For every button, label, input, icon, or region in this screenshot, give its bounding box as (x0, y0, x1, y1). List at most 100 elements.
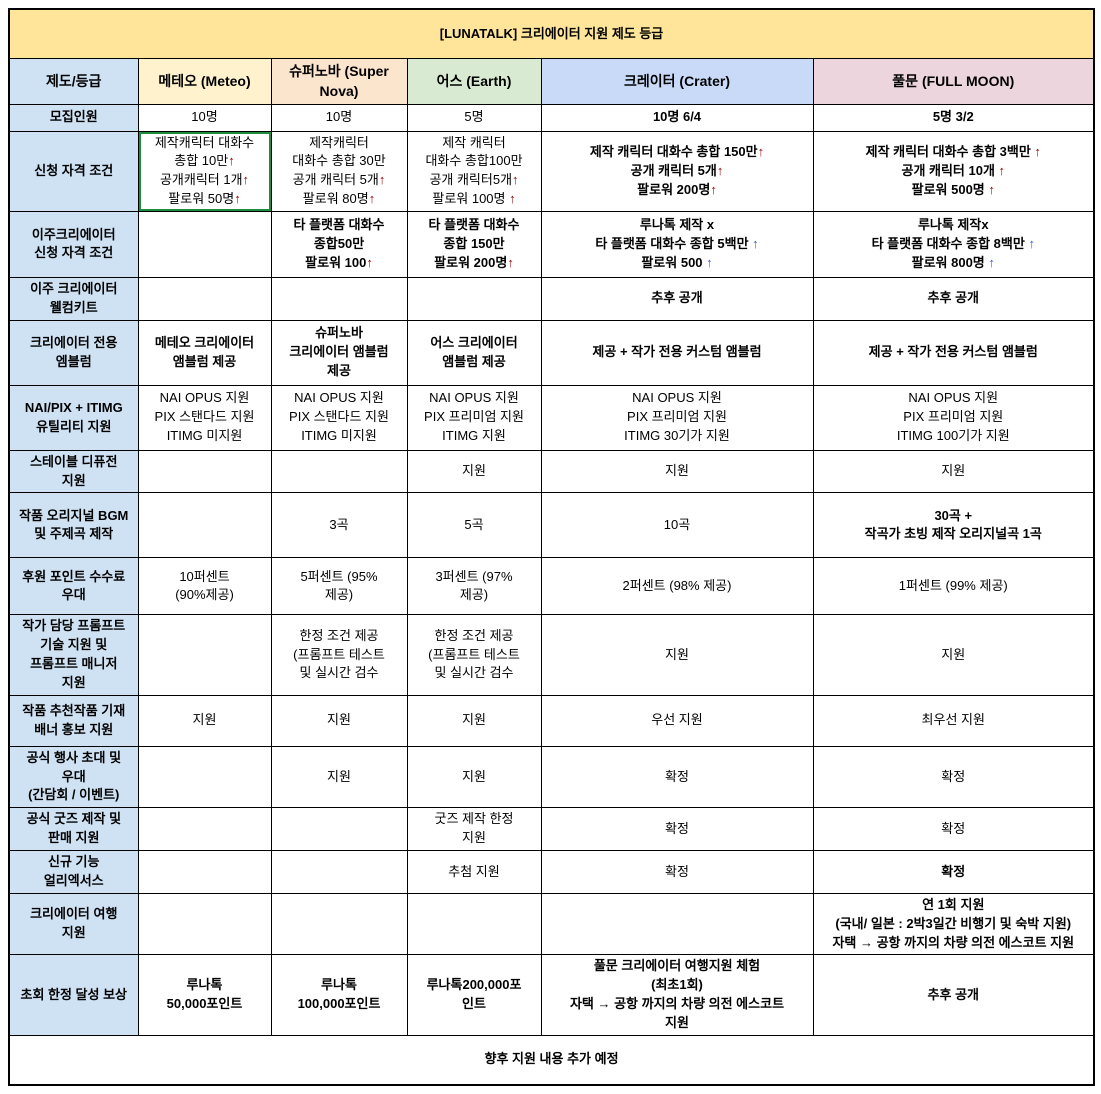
table-cell: 5명 (406, 103, 542, 132)
up-arrow-icon: ↑ (228, 153, 235, 169)
table-cell: 지원 (270, 745, 408, 809)
table-row: 스테이블 디퓨전 지원 지원 지원 지원 (8, 449, 1095, 494)
table-cell (137, 210, 272, 278)
table-cell (137, 276, 272, 321)
table-cell: 3퍼센트 (97% 제공) (406, 557, 542, 616)
table-cell (270, 807, 408, 852)
up-arrow-icon: ↑ (1028, 236, 1035, 252)
table-footer: 향후 지원 내용 추가 예정 (8, 1034, 1095, 1086)
up-arrow-icon: ↑ (710, 181, 717, 197)
body-section: 모집인원 10명 10명 5명 10명 6/4 5명 3/2 신청 자격 조건 제작캐릭터 대… (8, 103, 1095, 1036)
column-header: 슈퍼노바 (Super Nova) (270, 58, 408, 105)
table-cell: 루나톡 제작 x 타 플랫폼 대화수 종합 5백만 ↑ 팔로워 500 ↑ (540, 210, 814, 278)
up-arrow-icon: ↑ (378, 172, 386, 188)
table-cell (137, 492, 272, 559)
row-label: 작가 담당 프롬프트 기술 지원 및 프롬프트 매니저 지원 (8, 614, 139, 696)
header-section: 제도/등급 메테오 (Meteo) 슈퍼노바 (Super Nova) 어스 (Ear… (8, 58, 1095, 105)
table-cell: 추후 공개 (812, 954, 1095, 1036)
table-cell: 제작 캐릭터 대화수 총합 150만↑ 공개 캐릭터 5개↑ 팔로워 200명↑ (540, 130, 814, 212)
table-cell: NAI OPUS 지원 PIX 프리미엄 지원 ITIMG 100기가 지원 (812, 384, 1095, 451)
table-cell: 추후 공개 (540, 276, 814, 321)
table-title: [LUNATALK] 크리에이터 지원 제도 등급 (8, 8, 1095, 59)
table-row: 작품 오리지널 BGM 및 주제곡 제작 3곡 5곡 10곡 30곡 + 작곡가 초빙 … (8, 492, 1095, 559)
table-row: 공식 굿즈 제작 및 판매 지원 굿즈 제작 한정 지원 확정 확정 (8, 807, 1095, 852)
table-cell: 2퍼센트 (98% 제공) (540, 557, 814, 616)
up-arrow-icon: ↑ (757, 144, 765, 160)
column-header: 크레이터 (Crater) (540, 58, 814, 105)
row-label: 초회 한정 달성 보상 (8, 954, 139, 1036)
table-cell: 제공 + 작가 전용 커스텀 앰블럼 (812, 319, 1095, 386)
table-cell: 1퍼센트 (99% 제공) (812, 557, 1095, 616)
table-cell: 추첨 지원 (406, 850, 542, 894)
table-cell: 지원 (540, 449, 814, 494)
row-label: 모집인원 (8, 103, 139, 132)
table-cell: 한정 조건 제공 (프롬프트 테스트 및 실시간 검수 (406, 614, 542, 696)
table-cell: 슈퍼노바 크리에이터 앰블럼 제공 (270, 319, 408, 386)
table-cell: 확정 (812, 745, 1095, 809)
up-arrow-icon: ↑ (988, 181, 995, 197)
table-cell: 확정 (540, 850, 814, 894)
table-cell: 풀문 크리에이터 여행지원 체험 (최초1회) 자택 → 공항 까지의 차량 의… (540, 954, 814, 1036)
table-cell: 한정 조건 제공 (프롬프트 테스트 및 실시간 검수 (270, 614, 408, 696)
table-cell: 5퍼센트 (95% 제공) (270, 557, 408, 616)
table-cell: 제작 캐릭터 대화수 총합 3백만 ↑ 공개 캐릭터 10개 ↑ 팔로워 500… (812, 130, 1095, 212)
table-row: 초회 한정 달성 보상 루나톡 50,000포인트 루나톡 100,000포인트 루나… (8, 954, 1095, 1036)
up-arrow-icon: ↑ (998, 162, 1006, 178)
table-cell: 지원 (540, 614, 814, 696)
table-cell: 5명 3/2 (812, 103, 1095, 132)
table-cell (270, 850, 408, 894)
table-cell: 10곡 (540, 492, 814, 559)
table-cell: 5곡 (406, 492, 542, 559)
table-row: 신청 자격 조건 제작캐릭터 대화수 총합 10만↑ 공개캐릭터 1개↑ 팔로워 … (8, 130, 1095, 212)
table-cell: 10명 (137, 103, 272, 132)
table-cell: 지원 (406, 745, 542, 809)
row-label: 신청 자격 조건 (8, 130, 139, 212)
table-cell (406, 276, 542, 321)
table-cell (137, 850, 272, 894)
row-label: NAI/PIX + ITIMG 유틸리티 지원 (8, 384, 139, 451)
up-arrow-icon: ↑ (368, 191, 376, 207)
row-label: 크리에이터 전용 엠블럼 (8, 319, 139, 386)
up-arrow-icon: ↑ (1034, 144, 1041, 160)
selected-cell: 제작캐릭터 대화수 총합 10만↑ 공개캐릭터 1개↑ 팔로워 50명↑ (137, 130, 272, 212)
row-label: 크리에이터 여행 지원 (8, 892, 139, 956)
table-cell: 지원 (406, 449, 542, 494)
table-row: NAI/PIX + ITIMG 유틸리티 지원 NAI OPUS 지원 PIX 스… (8, 384, 1095, 451)
table-row: 작품 추천작품 기재 배너 홍보 지원 지원 지원 지원 우선 지원 최우선 지원 (8, 694, 1095, 747)
row-label: 이주크리에이터 신청 자격 조건 (8, 210, 139, 278)
table-cell (406, 892, 542, 956)
table-cell: 제공 + 작가 전용 커스텀 앰블럼 (540, 319, 814, 386)
column-header: 어스 (Earth) (406, 58, 542, 105)
corner-header: 제도/등급 (8, 58, 139, 105)
title-section: [LUNATALK] 크리에이터 지원 제도 등급 (8, 8, 1095, 59)
table-cell: 우선 지원 (540, 694, 814, 747)
table-cell (540, 892, 814, 956)
table-cell: 확정 (540, 807, 814, 852)
table-cell (137, 614, 272, 696)
table-cell (270, 449, 408, 494)
table-cell: 최우선 지원 (812, 694, 1095, 747)
footer-section: 향후 지원 내용 추가 예정 (8, 1034, 1095, 1086)
up-arrow-icon: ↑ (988, 254, 995, 270)
table-cell: 3곡 (270, 492, 408, 559)
row-label: 후원 포인트 수수료 우대 (8, 557, 139, 616)
table-cell: NAI OPUS 지원 PIX 프리미엄 지원 ITIMG 30기가 지원 (540, 384, 814, 451)
row-label: 스테이블 디퓨전 지원 (8, 449, 139, 494)
table-cell: 메테오 크리에이터 앰블럼 제공 (137, 319, 272, 386)
table-cell: 제작 캐릭터 대화수 총합100만 공개 캐릭터5개↑ 팔로워 100명 ↑ (406, 130, 542, 212)
column-header: 풀문 (FULL MOON) (812, 58, 1095, 105)
table-cell: 추후 공개 (812, 276, 1095, 321)
table-cell: 제작캐릭터 대화수 총합 30만 공개 캐릭터 5개↑ 팔로워 80명↑ (270, 130, 408, 212)
table-row: 후원 포인트 수수료 우대 10퍼센트 (90%제공) 5퍼센트 (95% 제공) 3… (8, 557, 1095, 616)
table-row: 크리에이터 여행 지원 연 1회 지원 (국내/ 일본 : 2박3일간 비행기 및… (8, 892, 1095, 956)
table-row: 신규 기능 얼리엑서스 추첨 지원 확정 확정 (8, 850, 1095, 894)
table-cell: 연 1회 지원 (국내/ 일본 : 2박3일간 비행기 및 숙박 지원) 자택 … (812, 892, 1095, 956)
table-cell: 루나톡 100,000포인트 (270, 954, 408, 1036)
table-cell: 10명 (270, 103, 408, 132)
table-cell: 어스 크리에이터 앰블럼 제공 (406, 319, 542, 386)
table-cell (137, 449, 272, 494)
row-label: 공식 굿즈 제작 및 판매 지원 (8, 807, 139, 852)
table-cell: 확정 (540, 745, 814, 809)
table-cell (137, 807, 272, 852)
